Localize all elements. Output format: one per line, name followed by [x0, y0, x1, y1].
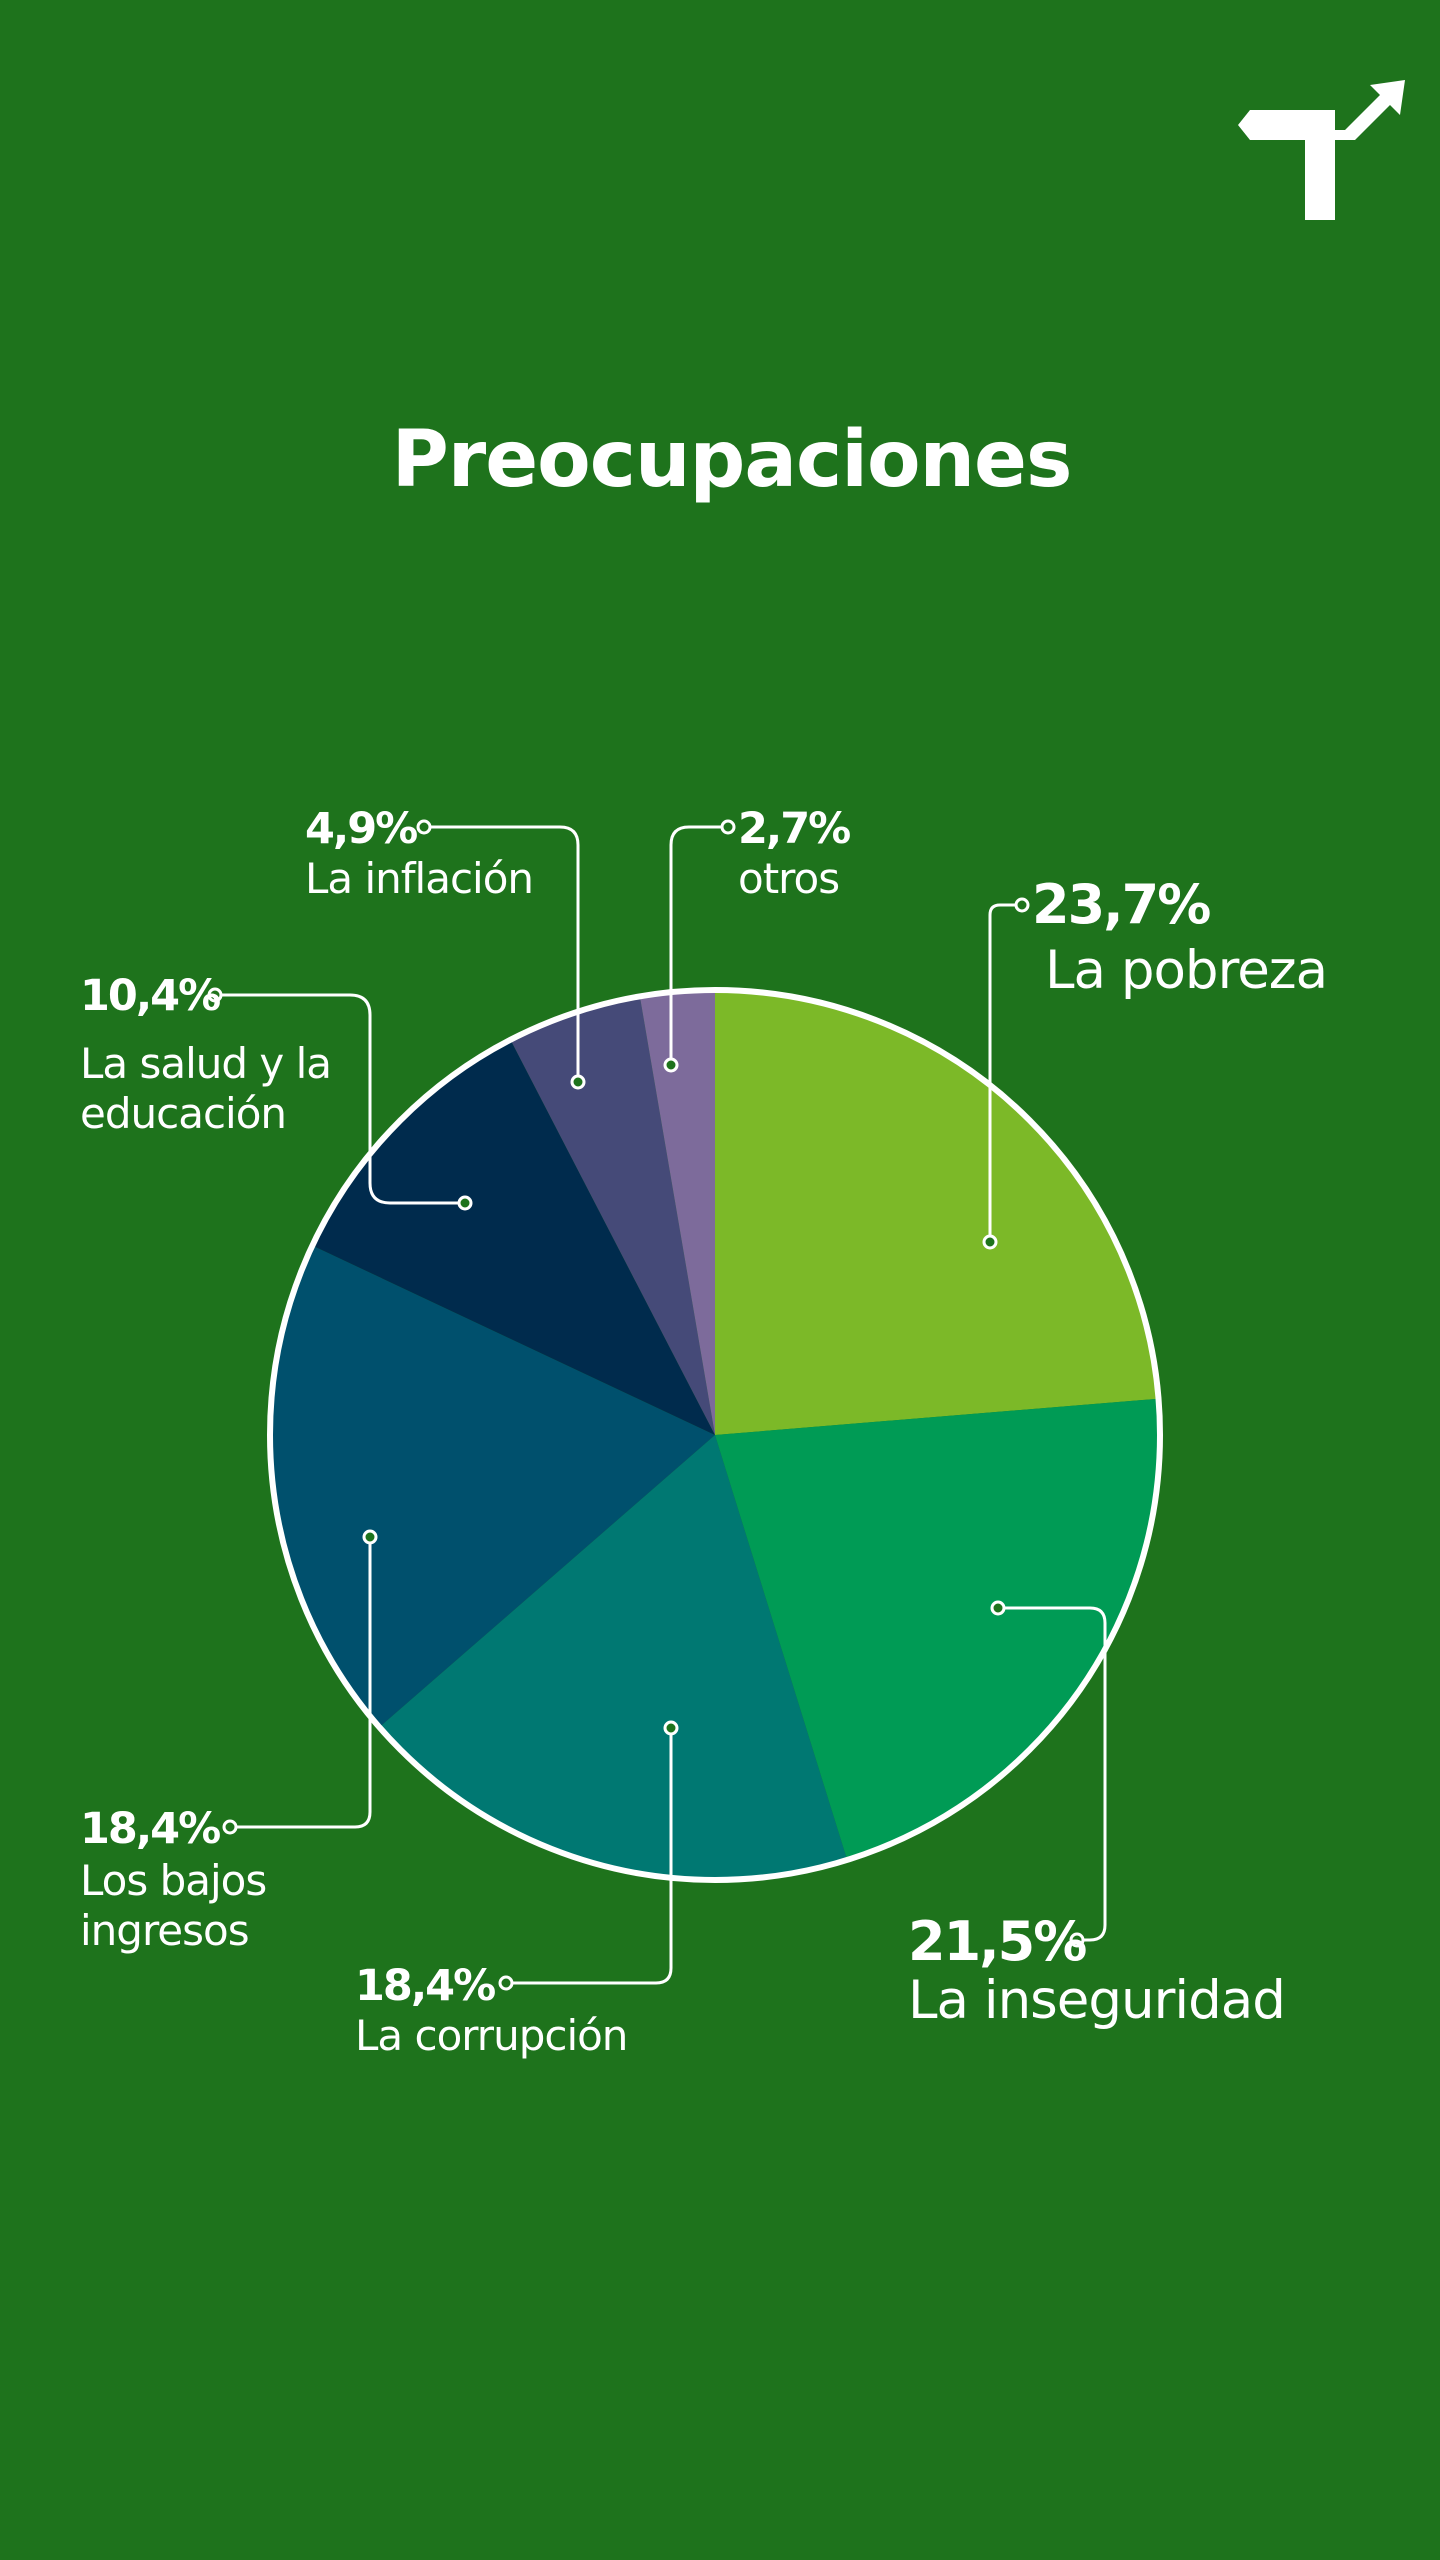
data-label-value: 21,5%	[908, 1910, 1086, 1973]
pie-slice-los-bajos-ingresos	[269, 1245, 715, 1728]
data-label-value: 23,7%	[1032, 873, 1210, 936]
pie-slice-la-inseguridad	[715, 1398, 1161, 1860]
pie-outline	[267, 987, 1163, 1883]
leader-dot	[498, 1975, 514, 1991]
pie-slice-la-corrupción	[379, 1435, 848, 1880]
data-label-category: Los bajos ingresos	[80, 1856, 266, 1955]
leader-line	[998, 1606, 1107, 1942]
chart-title: Preocupaciones	[391, 415, 1073, 505]
data-label-value: 2,7%	[738, 804, 850, 854]
leader-line	[506, 1728, 673, 1985]
leader-line	[424, 825, 580, 1082]
leader-dot	[663, 1057, 679, 1073]
leader-dot	[416, 819, 432, 835]
leader-line	[215, 993, 465, 1205]
data-label-value: 18,4%	[80, 1804, 220, 1854]
leader-dot	[1069, 1932, 1085, 1948]
leader-dot	[663, 1720, 679, 1736]
data-label-value: 18,4%	[355, 1961, 495, 2011]
leader-dot	[1014, 897, 1030, 913]
data-label-value: 10,4%	[80, 971, 220, 1021]
leader-dot	[207, 987, 223, 1003]
leader-dot	[362, 1529, 378, 1545]
leader-dot	[222, 1819, 238, 1835]
data-label-category: otros	[738, 854, 839, 903]
pie-slice-otros	[639, 990, 715, 1435]
turn-arrow-logo-icon	[1238, 80, 1405, 220]
leader-dot	[982, 1234, 998, 1250]
pie-slice-la-inflación	[510, 996, 715, 1435]
leader-line	[988, 903, 1022, 1242]
leader-line	[230, 1537, 372, 1829]
data-label-category: La inflación	[305, 854, 533, 903]
data-label-category: La salud y la educación	[80, 1039, 331, 1138]
leader-line	[669, 825, 728, 1065]
data-label-value: 4,9%	[305, 804, 417, 854]
pie-slice-la-pobreza	[715, 990, 1159, 1435]
leader-dot	[990, 1600, 1006, 1616]
pie-slice-la-salud-y-la-educación	[312, 1039, 715, 1435]
leader-dot	[720, 819, 736, 835]
leader-dot	[457, 1195, 473, 1211]
data-label-category: La corrupción	[355, 2011, 627, 2060]
data-label-category: La inseguridad	[908, 1970, 1285, 2031]
data-label-category: La pobreza	[1045, 940, 1327, 1001]
leader-dot	[570, 1074, 586, 1090]
